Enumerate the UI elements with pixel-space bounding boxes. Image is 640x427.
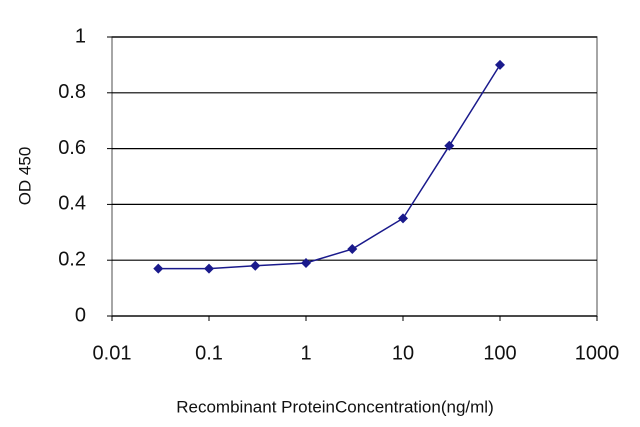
x-tick-label: 1 [300,342,311,364]
y-tick-label: 0.4 [58,193,86,215]
y-axis-title: OD 450 [15,147,34,206]
series-line [158,64,501,270]
y-tick-label: 1 [75,25,86,47]
x-tick-label: 0.1 [195,342,223,364]
y-tick-label: 0 [75,304,86,326]
marker [495,59,505,70]
x-tick-label: 1000 [575,342,620,364]
y-tick-label: 0.8 [58,81,86,103]
marker [444,140,455,151]
x-tick-label: 0.01 [93,342,132,364]
plot-area [111,36,598,317]
x-tick-label: 100 [483,342,516,364]
marker [250,260,261,271]
marker [204,263,214,274]
marker [301,257,311,268]
y-tick-label: 0.2 [58,248,86,270]
y-tick-label: 0.6 [58,137,86,159]
marker [398,213,408,224]
marker [153,263,164,274]
marker [347,244,358,255]
x-axis-title: Recombinant ProteinConcentration(ng/ml) [176,397,494,416]
x-tick-label: 10 [392,342,414,364]
